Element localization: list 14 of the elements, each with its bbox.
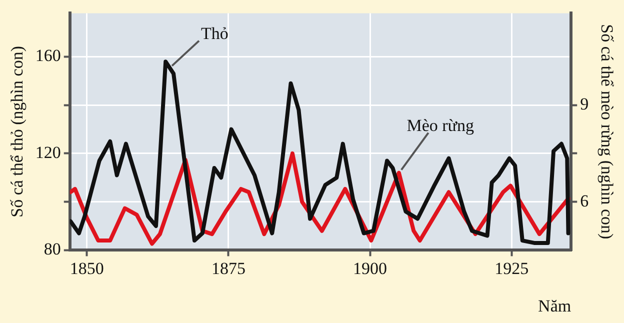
- y-tick-label: 160: [35, 46, 61, 66]
- x-tick-label: 1925: [494, 258, 529, 278]
- x-axis-title: Năm: [538, 296, 572, 316]
- y2-axis-title: Số cá thể mèo rừng (nghìn con): [597, 24, 616, 240]
- y2-tick-label: 6: [580, 191, 589, 210]
- y-tick-label: 80: [44, 240, 61, 259]
- annotation: Mèo rừng: [406, 116, 475, 135]
- x-tick-label: 1875: [211, 258, 246, 278]
- x-tick-label: 1900: [353, 258, 388, 278]
- y2-tick-label: 9: [580, 94, 589, 114]
- y-axis-title: Số cá thể thỏ (nghìn con): [8, 46, 27, 218]
- annotation: Thỏ: [201, 24, 228, 43]
- x-tick-label: 1850: [70, 258, 104, 278]
- y-tick-label: 120: [35, 142, 61, 162]
